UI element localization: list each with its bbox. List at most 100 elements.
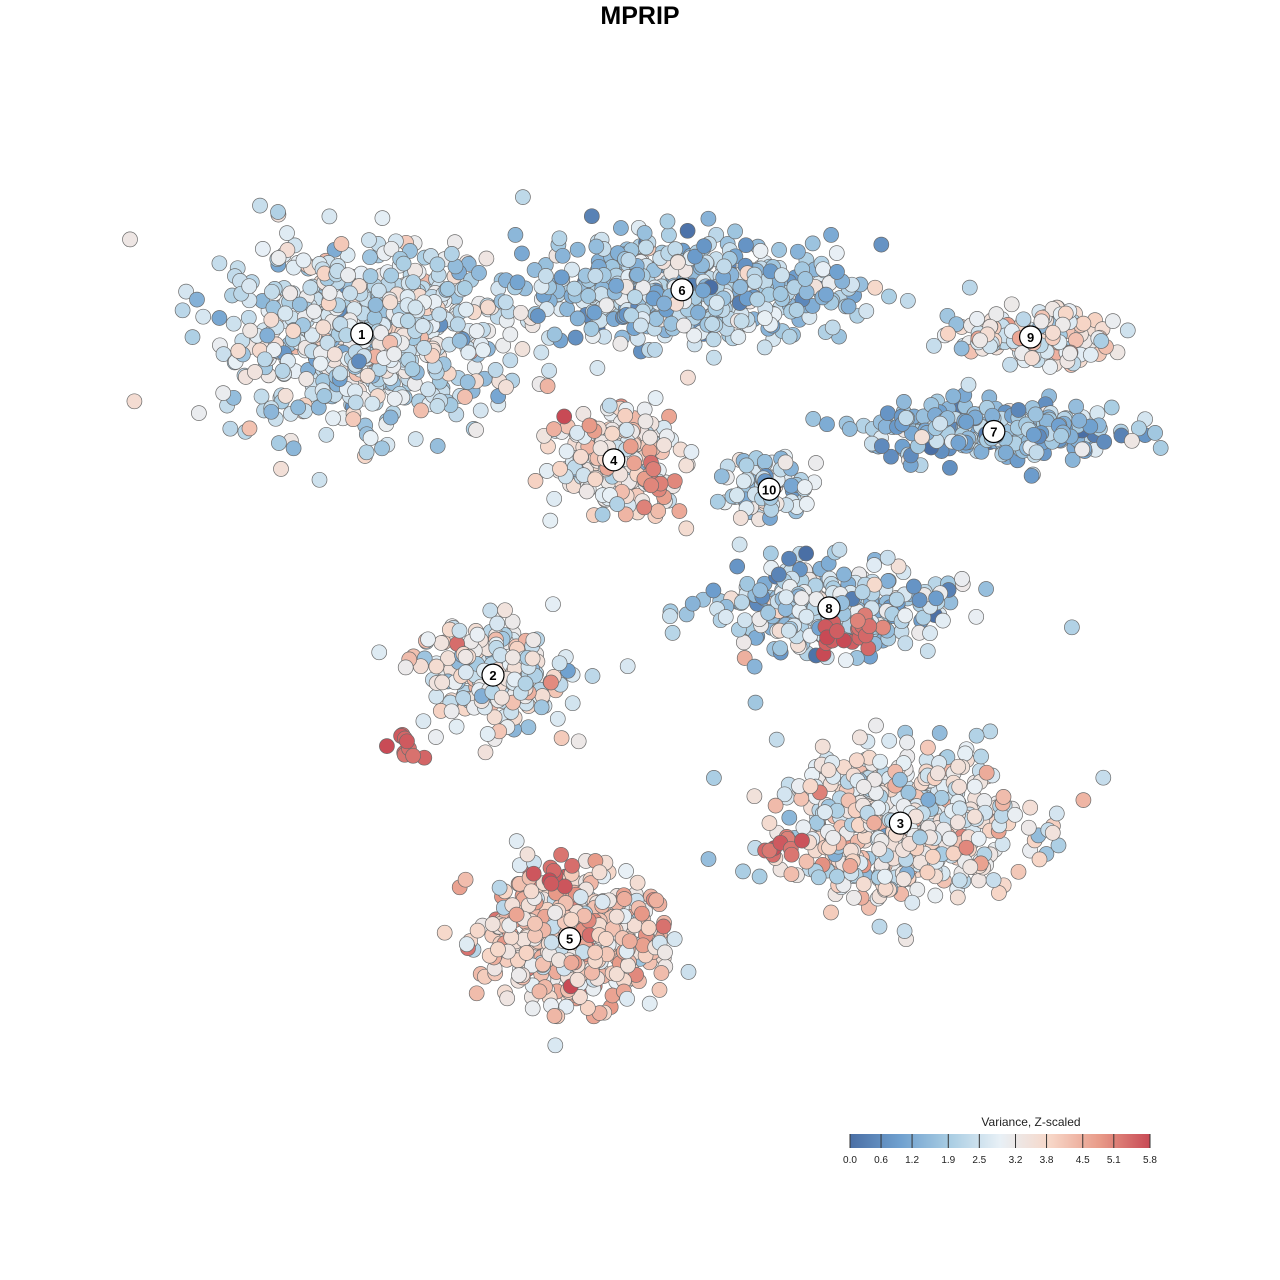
data-point xyxy=(756,339,773,356)
data-point xyxy=(304,327,320,344)
data-point xyxy=(684,595,701,612)
data-point xyxy=(126,393,143,410)
data-point xyxy=(810,869,827,886)
data-point xyxy=(458,301,474,318)
data-point xyxy=(215,385,232,401)
data-point xyxy=(1071,412,1088,429)
data-point xyxy=(382,294,399,311)
data-point xyxy=(872,753,888,770)
cluster-label-text: 5 xyxy=(566,932,573,947)
data-point xyxy=(511,967,527,983)
data-point xyxy=(648,892,665,909)
chart-title: MPRIP xyxy=(600,2,680,30)
data-point xyxy=(533,699,550,716)
cluster-label-10: 10 xyxy=(757,477,781,501)
data-point xyxy=(732,279,749,295)
data-point xyxy=(831,541,848,558)
data-point xyxy=(407,299,424,316)
data-point xyxy=(554,247,571,264)
data-point xyxy=(942,459,958,476)
data-point xyxy=(797,271,814,287)
data-point xyxy=(746,273,763,290)
data-point xyxy=(636,499,653,516)
data-point xyxy=(899,734,915,751)
data-point xyxy=(591,864,608,881)
legend-tick-label: 1.9 xyxy=(941,1155,955,1166)
data-point xyxy=(543,875,560,892)
legend-tick-label: 3.8 xyxy=(1040,1155,1054,1166)
data-point xyxy=(468,422,484,438)
data-point xyxy=(788,302,805,318)
data-point xyxy=(312,355,329,372)
data-point xyxy=(543,674,559,691)
data-point xyxy=(587,268,604,284)
data-point xyxy=(820,762,837,778)
data-point xyxy=(802,778,819,795)
data-point xyxy=(508,906,525,923)
data-point xyxy=(524,1000,541,1017)
data-point xyxy=(657,944,673,961)
data-point xyxy=(825,829,841,846)
data-point xyxy=(613,220,629,236)
data-point xyxy=(567,329,584,346)
data-point xyxy=(319,334,336,351)
data-point xyxy=(647,390,664,406)
data-point xyxy=(222,420,239,437)
data-point xyxy=(772,286,789,302)
data-point xyxy=(823,227,839,243)
data-point xyxy=(477,744,494,761)
data-point xyxy=(428,688,445,705)
data-point xyxy=(643,477,660,494)
data-point xyxy=(632,317,649,334)
data-point xyxy=(325,410,341,427)
data-point xyxy=(1015,311,1032,328)
data-point xyxy=(415,713,432,730)
data-point xyxy=(838,652,854,669)
data-point xyxy=(666,931,683,947)
data-point xyxy=(551,655,568,672)
data-point xyxy=(1023,467,1040,484)
data-point xyxy=(547,1037,564,1054)
data-point xyxy=(531,983,548,1000)
data-point xyxy=(670,254,686,271)
data-point xyxy=(1119,322,1136,339)
data-point xyxy=(922,625,938,642)
data-point xyxy=(491,879,508,896)
data-point xyxy=(829,264,845,280)
data-point xyxy=(527,473,544,489)
data-point xyxy=(436,924,453,941)
data-point xyxy=(793,590,810,607)
data-point xyxy=(1093,333,1110,349)
data-point xyxy=(342,285,358,302)
data-point xyxy=(781,550,797,567)
data-point xyxy=(846,889,862,906)
data-point xyxy=(817,804,833,820)
data-point xyxy=(1025,426,1042,443)
data-point xyxy=(1105,313,1121,329)
data-point xyxy=(382,409,399,426)
data-point xyxy=(705,582,722,599)
data-point xyxy=(362,268,379,284)
data-point xyxy=(730,329,747,345)
cluster-label-text: 1 xyxy=(358,327,365,342)
data-point xyxy=(881,732,898,749)
data-point xyxy=(556,878,573,895)
data-point xyxy=(618,421,635,438)
data-point xyxy=(781,328,798,345)
data-point xyxy=(700,851,717,867)
data-point xyxy=(566,280,583,297)
data-point xyxy=(523,883,540,900)
data-point xyxy=(253,388,270,405)
data-point xyxy=(729,487,745,504)
data-point xyxy=(551,230,568,247)
data-point xyxy=(950,814,966,831)
data-point xyxy=(836,566,852,583)
data-point xyxy=(364,395,381,412)
data-point xyxy=(469,626,486,643)
data-point xyxy=(829,623,845,639)
data-point xyxy=(230,343,247,359)
data-point xyxy=(678,457,695,474)
legend-colorbar xyxy=(850,1134,1150,1148)
data-point xyxy=(781,809,798,826)
data-point xyxy=(617,506,634,523)
